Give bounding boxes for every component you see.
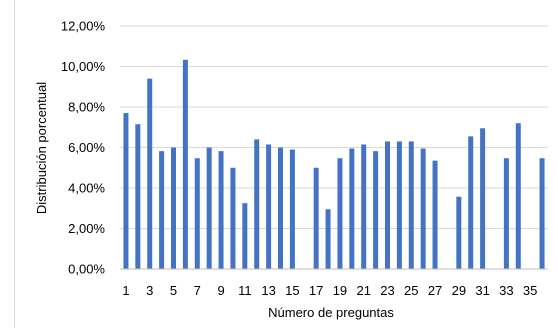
bar <box>480 128 486 269</box>
bar <box>456 196 462 269</box>
x-tick-label: 33 <box>499 283 513 298</box>
y-axis-label: Distribución porcentual <box>34 82 49 214</box>
y-tick-label: 10,00% <box>61 59 106 74</box>
bar <box>337 158 343 269</box>
bar <box>206 147 212 269</box>
bar <box>432 160 438 269</box>
x-tick-label: 1 <box>122 283 129 298</box>
x-tick-label: 31 <box>475 283 489 298</box>
x-tick-label: 19 <box>333 283 347 298</box>
x-tick-label: 7 <box>194 283 201 298</box>
y-tick-label: 6,00% <box>68 140 105 155</box>
y-tick-label: 2,00% <box>68 221 105 236</box>
bar-series <box>123 59 545 270</box>
x-axis-label: Número de preguntas <box>268 305 394 320</box>
gridlines <box>120 25 548 229</box>
x-tick-label: 3 <box>146 283 153 298</box>
y-tick-labels: 0,00% 2,00% 4,00% 6,00% 8,00% 10,00% 12,00% <box>61 19 106 277</box>
bar <box>420 148 426 269</box>
bar <box>159 151 165 269</box>
bar <box>218 151 224 269</box>
x-tick-label: 29 <box>452 283 466 298</box>
bar <box>135 124 141 270</box>
bar <box>361 144 367 269</box>
bar <box>396 141 402 269</box>
bar <box>385 141 390 269</box>
x-tick-labels: 1 3 5 7 9 11 13 15 17 19 21 23 25 27 29 31 33 35 <box>122 283 537 298</box>
x-tick-label: 35 <box>523 283 537 298</box>
bar <box>408 141 414 269</box>
bar <box>325 209 331 269</box>
bar <box>503 158 509 269</box>
x-tick-label: 23 <box>380 283 394 298</box>
bar <box>289 149 295 269</box>
y-tick-label: 0,00% <box>68 262 105 277</box>
bar <box>182 59 188 269</box>
bar <box>313 167 319 269</box>
left-border <box>14 0 15 328</box>
y-tick-label: 4,00% <box>68 181 105 196</box>
bar <box>266 144 272 269</box>
x-tick-label: 9 <box>217 283 224 298</box>
bar <box>147 78 153 270</box>
bar <box>373 151 379 269</box>
bar <box>230 167 236 269</box>
bar <box>171 147 176 269</box>
bar <box>254 139 260 269</box>
bar <box>278 147 283 269</box>
bar <box>539 158 545 269</box>
bar <box>515 123 521 269</box>
x-tick-label: 27 <box>428 283 442 298</box>
x-tick-label: 21 <box>356 283 370 298</box>
bar <box>242 203 248 269</box>
x-tick-label: 13 <box>261 283 275 298</box>
bar <box>349 148 355 269</box>
x-tick-label: 11 <box>238 283 252 298</box>
y-tick-label: 12,00% <box>61 19 106 34</box>
bar <box>468 136 474 269</box>
x-tick-label: 5 <box>170 283 177 298</box>
y-tick-label: 8,00% <box>68 100 105 115</box>
x-tick-label: 15 <box>285 283 299 298</box>
x-tick-label: 17 <box>309 283 323 298</box>
bar <box>123 113 129 269</box>
bar <box>194 158 200 269</box>
x-tick-label: 25 <box>404 283 418 298</box>
